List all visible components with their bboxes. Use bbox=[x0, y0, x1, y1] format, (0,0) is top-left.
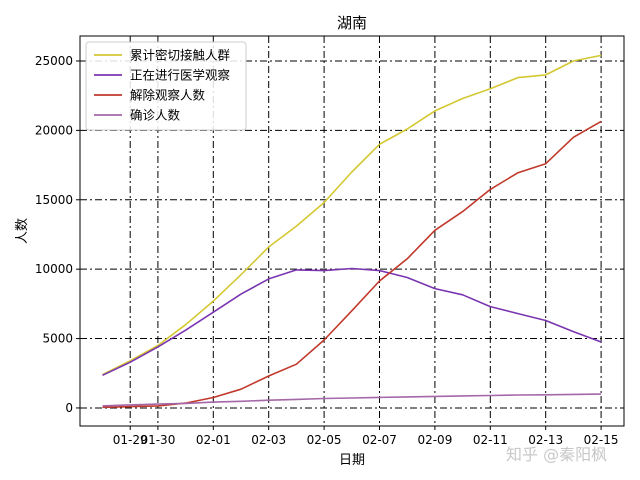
series-lines bbox=[102, 54, 602, 409]
x-axis-label: 日期 bbox=[339, 453, 365, 468]
legend-label: 确诊人数 bbox=[130, 108, 181, 123]
chart-title: 湖南 bbox=[337, 14, 367, 32]
x-tick-label: 02-01 bbox=[196, 433, 231, 447]
series-line-3 bbox=[102, 393, 602, 407]
y-tick-label: 25000 bbox=[35, 54, 73, 68]
x-tick-label: 02-07 bbox=[362, 433, 397, 447]
legend-label: 正在进行医学观察 bbox=[130, 68, 231, 83]
x-tick-label: 02-11 bbox=[473, 433, 508, 447]
x-tick-label: 02-03 bbox=[251, 433, 286, 447]
y-tick-label: 10000 bbox=[35, 262, 73, 276]
series-line-1 bbox=[102, 267, 602, 377]
watermark: 知乎 @秦阳枫 bbox=[506, 445, 607, 464]
y-axis-label: 人数 bbox=[15, 218, 30, 244]
plot-frame bbox=[79, 35, 625, 427]
y-tick-label: 5000 bbox=[42, 332, 73, 346]
y-tick-label: 20000 bbox=[35, 123, 73, 137]
x-tick-label: 02-09 bbox=[417, 433, 452, 447]
x-tick-label: 02-13 bbox=[528, 433, 563, 447]
legend-label: 累计密切接触人群 bbox=[130, 48, 231, 63]
x-tick-label: 02-05 bbox=[307, 433, 342, 447]
legend-box bbox=[85, 41, 247, 131]
y-tick-label: 0 bbox=[65, 401, 73, 415]
series-line-0 bbox=[102, 54, 602, 376]
x-tick-label: 02-15 bbox=[584, 433, 619, 447]
x-tick-label: 01-29 bbox=[113, 433, 148, 447]
series-line-2 bbox=[102, 120, 602, 409]
y-tick-label: 15000 bbox=[35, 193, 73, 207]
legend-label: 解除观察人数 bbox=[130, 88, 206, 103]
x-tick-label: 01-30 bbox=[140, 433, 175, 447]
